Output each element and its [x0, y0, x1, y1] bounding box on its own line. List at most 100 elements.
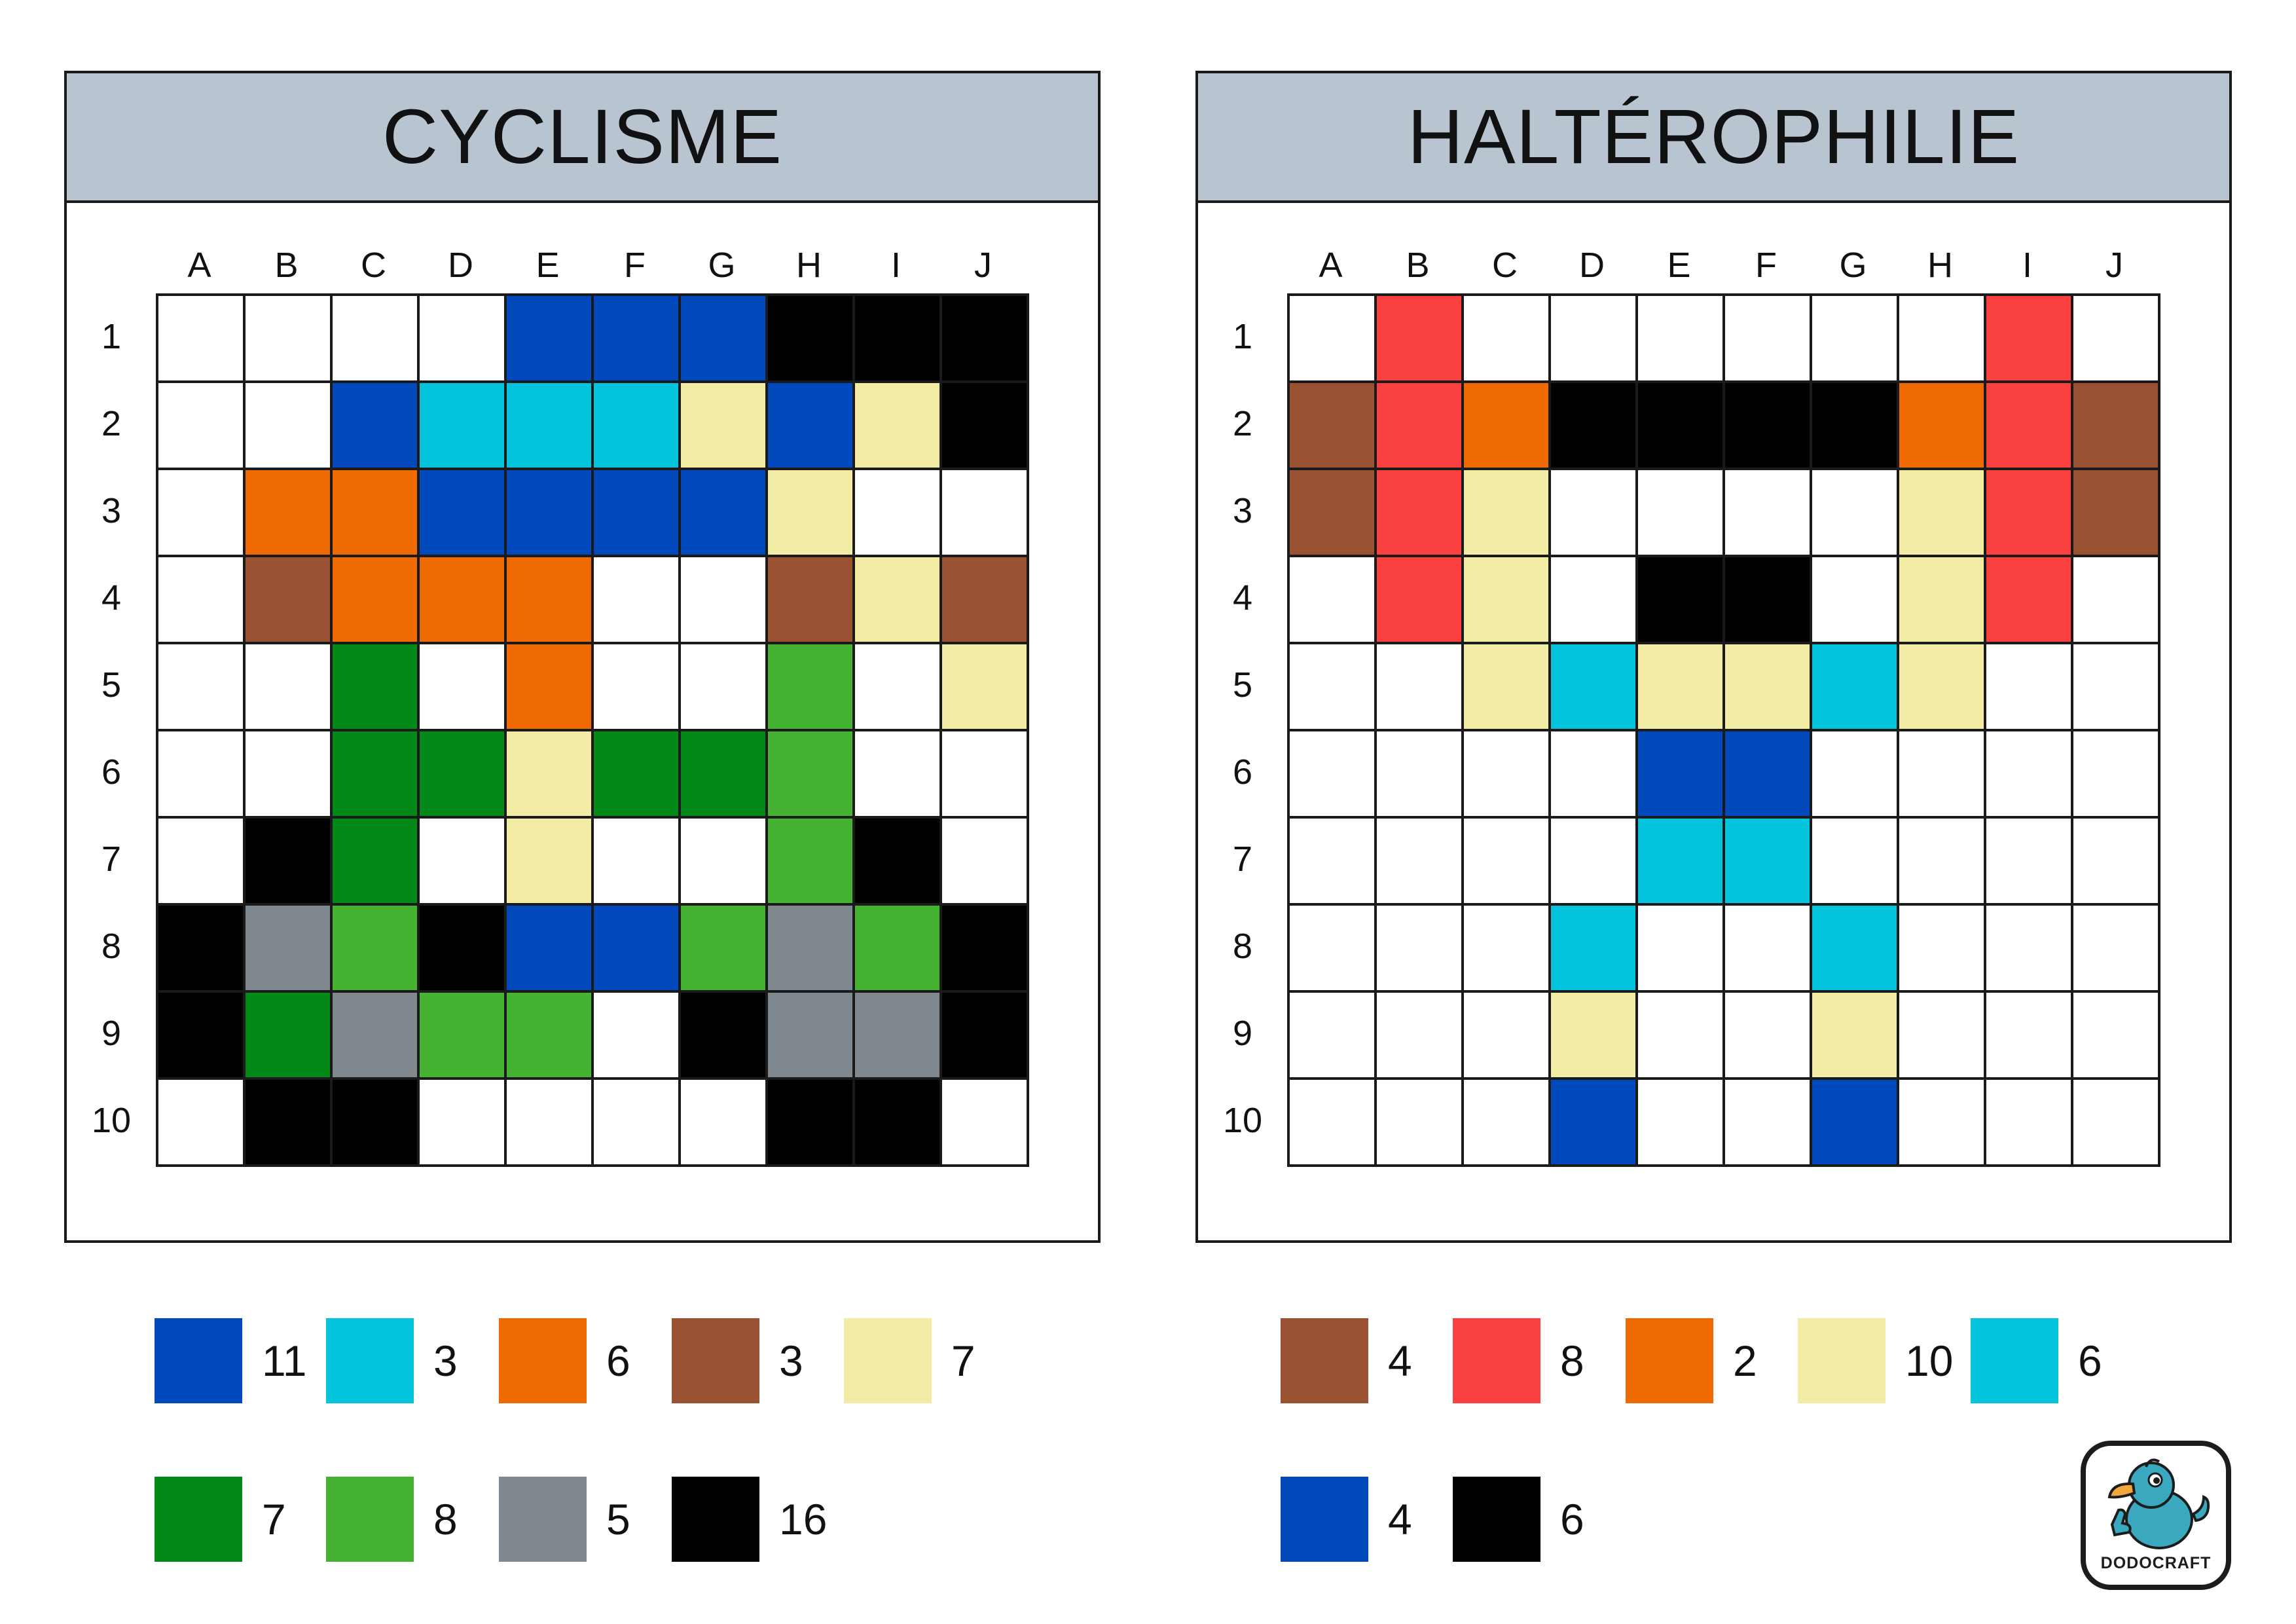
grid-cell[interactable] — [1899, 557, 1986, 644]
grid-cell[interactable] — [333, 470, 420, 557]
grid-cell[interactable] — [681, 644, 768, 731]
grid-cell[interactable] — [1551, 906, 1638, 993]
grid-cell[interactable] — [2073, 993, 2160, 1080]
grid-cell[interactable] — [1812, 993, 1899, 1080]
grid-cell[interactable] — [246, 383, 333, 470]
grid-cell[interactable] — [333, 296, 420, 383]
grid-cell[interactable] — [246, 993, 333, 1080]
grid-cell[interactable] — [2073, 557, 2160, 644]
grid-cell[interactable] — [768, 906, 855, 993]
grid-cell[interactable] — [768, 644, 855, 731]
grid-cell[interactable] — [1986, 470, 2073, 557]
grid-cell[interactable] — [855, 296, 942, 383]
grid-cell[interactable] — [333, 557, 420, 644]
grid-cell[interactable] — [1899, 470, 1986, 557]
grid-cell[interactable] — [942, 906, 1029, 993]
grid-cell[interactable] — [1290, 819, 1377, 906]
grid-cell[interactable] — [1638, 1080, 1725, 1167]
grid-cell[interactable] — [246, 644, 333, 731]
grid-cell[interactable] — [1377, 644, 1464, 731]
grid-cell[interactable] — [1812, 819, 1899, 906]
grid-cell[interactable] — [1464, 470, 1551, 557]
grid-cell[interactable] — [768, 296, 855, 383]
grid-cell[interactable] — [1551, 296, 1638, 383]
grid-cell[interactable] — [507, 296, 594, 383]
grid-cell[interactable] — [768, 1080, 855, 1167]
grid-cell[interactable] — [1899, 906, 1986, 993]
grid-cell[interactable] — [158, 819, 246, 906]
grid-cell[interactable] — [1725, 1080, 1812, 1167]
grid-cell[interactable] — [1551, 731, 1638, 819]
grid-cell[interactable] — [855, 906, 942, 993]
grid-cell[interactable] — [158, 1080, 246, 1167]
grid-cell[interactable] — [1377, 557, 1464, 644]
grid-cell[interactable] — [594, 993, 681, 1080]
grid-cell[interactable] — [1725, 557, 1812, 644]
grid-cell[interactable] — [1725, 644, 1812, 731]
grid-cell[interactable] — [246, 731, 333, 819]
grid-cell[interactable] — [1377, 1080, 1464, 1167]
grid-cell[interactable] — [420, 470, 507, 557]
grid-cell[interactable] — [420, 819, 507, 906]
grid-cell[interactable] — [2073, 296, 2160, 383]
grid-cell[interactable] — [1638, 383, 1725, 470]
grid-cell[interactable] — [420, 557, 507, 644]
grid-cell[interactable] — [681, 557, 768, 644]
grid-cell[interactable] — [246, 819, 333, 906]
grid-cell[interactable] — [507, 1080, 594, 1167]
grid-cell[interactable] — [594, 731, 681, 819]
grid-cell[interactable] — [1725, 906, 1812, 993]
grid-cell[interactable] — [1551, 557, 1638, 644]
grid-cell[interactable] — [1812, 906, 1899, 993]
grid-cell[interactable] — [507, 470, 594, 557]
grid-cell[interactable] — [681, 731, 768, 819]
grid-cell[interactable] — [1290, 383, 1377, 470]
grid-cell[interactable] — [1290, 906, 1377, 993]
grid-cell[interactable] — [594, 383, 681, 470]
grid-cell[interactable] — [681, 1080, 768, 1167]
grid-cell[interactable] — [768, 557, 855, 644]
grid-cell[interactable] — [1551, 819, 1638, 906]
grid-cell[interactable] — [2073, 906, 2160, 993]
grid-cell[interactable] — [1638, 906, 1725, 993]
grid-cell[interactable] — [1377, 470, 1464, 557]
grid-cell[interactable] — [1551, 993, 1638, 1080]
grid-cell[interactable] — [1638, 470, 1725, 557]
grid-cell[interactable] — [1986, 557, 2073, 644]
grid-cell[interactable] — [1638, 819, 1725, 906]
grid-cell[interactable] — [855, 993, 942, 1080]
grid-cell[interactable] — [246, 296, 333, 383]
grid-cell[interactable] — [420, 993, 507, 1080]
grid-cell[interactable] — [768, 993, 855, 1080]
grid-cell[interactable] — [333, 1080, 420, 1167]
grid-cell[interactable] — [1899, 731, 1986, 819]
grid-cell[interactable] — [2073, 383, 2160, 470]
grid-cell[interactable] — [1725, 470, 1812, 557]
grid-cell[interactable] — [855, 557, 942, 644]
grid-cell[interactable] — [1986, 644, 2073, 731]
grid-cell[interactable] — [855, 383, 942, 470]
grid-cell[interactable] — [246, 906, 333, 993]
grid-cell[interactable] — [2073, 644, 2160, 731]
grid-cell[interactable] — [2073, 470, 2160, 557]
grid-cell[interactable] — [594, 819, 681, 906]
grid-cell[interactable] — [1290, 993, 1377, 1080]
grid-cell[interactable] — [1551, 383, 1638, 470]
grid-cell[interactable] — [855, 731, 942, 819]
grid-cell[interactable] — [1464, 731, 1551, 819]
grid-cell[interactable] — [1638, 557, 1725, 644]
grid-cell[interactable] — [855, 819, 942, 906]
grid-cell[interactable] — [1464, 993, 1551, 1080]
grid-cell[interactable] — [1464, 557, 1551, 644]
grid-cell[interactable] — [158, 383, 246, 470]
grid-cell[interactable] — [1551, 1080, 1638, 1167]
grid-cell[interactable] — [1725, 296, 1812, 383]
grid-cell[interactable] — [420, 296, 507, 383]
grid-cell[interactable] — [1290, 557, 1377, 644]
grid-cell[interactable] — [1986, 296, 2073, 383]
grid-cell[interactable] — [1812, 557, 1899, 644]
grid-cell[interactable] — [1899, 819, 1986, 906]
grid-cell[interactable] — [1464, 383, 1551, 470]
grid-cell[interactable] — [1986, 1080, 2073, 1167]
grid-cell[interactable] — [681, 383, 768, 470]
